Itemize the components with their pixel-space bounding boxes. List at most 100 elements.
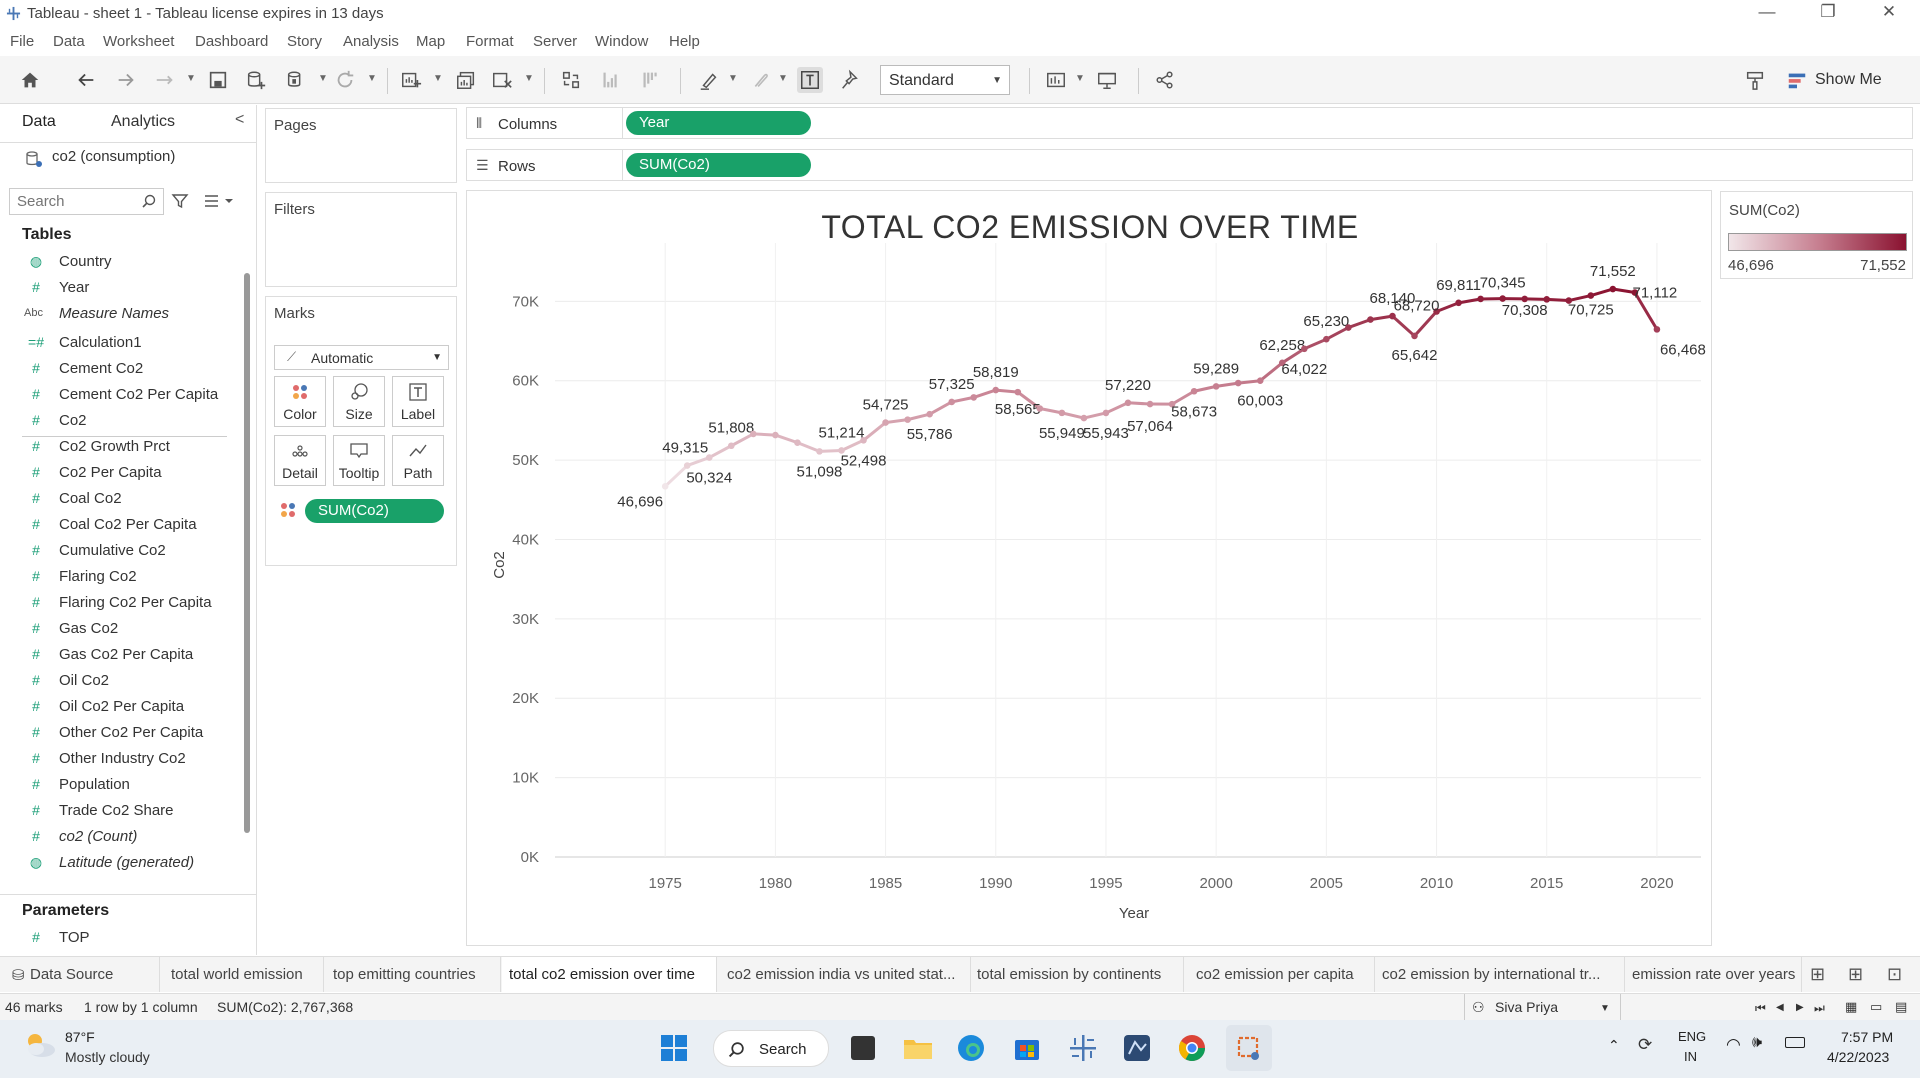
field-item[interactable]: # Flaring Co2 bbox=[0, 566, 245, 588]
replay-icon[interactable] bbox=[152, 67, 178, 93]
tableau-taskbar-icon[interactable] bbox=[1067, 1032, 1099, 1064]
field-item[interactable]: # Cement Co2 bbox=[0, 358, 245, 380]
format-painter-icon[interactable] bbox=[1742, 67, 1768, 93]
chevron-up-icon[interactable]: ⌃ bbox=[1608, 1037, 1620, 1053]
sort-ascending-icon[interactable] bbox=[598, 67, 624, 93]
new-worksheet-tab-icon[interactable]: ⊞ bbox=[1810, 964, 1826, 984]
datasource-name[interactable]: co2 (consumption) bbox=[52, 148, 176, 165]
field-item[interactable]: # Gas Co2 bbox=[0, 618, 245, 640]
field-item[interactable]: # Coal Co2 Per Capita bbox=[0, 514, 245, 536]
clock-time[interactable]: 7:57 PM bbox=[1841, 1029, 1894, 1045]
new-worksheet-icon[interactable] bbox=[398, 67, 424, 93]
field-item[interactable]: # Gas Co2 Per Capita bbox=[0, 644, 245, 666]
chevron-down-icon[interactable]: ▼ bbox=[778, 73, 788, 84]
file-explorer-icon[interactable] bbox=[902, 1032, 934, 1064]
sort-descending-icon[interactable] bbox=[638, 67, 664, 93]
show-me-icon[interactable] bbox=[1786, 67, 1808, 93]
show-cards-icon[interactable] bbox=[1043, 67, 1069, 93]
menu-story[interactable]: Story bbox=[287, 33, 323, 50]
clock-date[interactable]: 4/22/2023 bbox=[1827, 1049, 1890, 1065]
field-item[interactable]: # Cement Co2 Per Capita bbox=[0, 384, 245, 406]
tab-analytics[interactable]: Analytics bbox=[111, 113, 176, 130]
field-item[interactable]: Abc Measure Names bbox=[0, 303, 245, 325]
color-legend[interactable]: SUM(Co2) 46,696 71,552 bbox=[1720, 191, 1913, 279]
undo-icon[interactable] bbox=[73, 67, 99, 93]
wifi-icon[interactable]: ◠ bbox=[1726, 1035, 1741, 1054]
app-taskbar-icon[interactable] bbox=[1121, 1032, 1153, 1064]
sync-icon[interactable]: ⟳ bbox=[1638, 1035, 1653, 1054]
field-item[interactable]: # Oil Co2 bbox=[0, 670, 245, 692]
microsoft-store-icon[interactable] bbox=[1011, 1032, 1043, 1064]
search-input[interactable] bbox=[17, 193, 137, 210]
menu-help[interactable]: Help bbox=[669, 33, 700, 50]
field-item[interactable]: # Population bbox=[0, 774, 245, 796]
save-icon[interactable] bbox=[205, 67, 231, 93]
swap-rows-columns-icon[interactable] bbox=[558, 67, 584, 93]
filter-icon[interactable] bbox=[171, 192, 189, 210]
chevron-down-icon[interactable]: ▼ bbox=[728, 73, 738, 84]
field-item[interactable]: # Trade Co2 Share bbox=[0, 800, 245, 822]
show-mark-labels-icon[interactable] bbox=[797, 67, 823, 93]
new-datasource-icon[interactable] bbox=[243, 67, 269, 93]
tooltip-button[interactable]: Tooltip bbox=[333, 435, 385, 486]
chevron-down-icon[interactable]: ▼ bbox=[433, 73, 443, 84]
menu-analysis[interactable]: Analysis bbox=[343, 33, 399, 50]
sheet-tab[interactable]: co2 emission india vs united stat... bbox=[718, 957, 971, 992]
label-button[interactable]: Label bbox=[392, 376, 444, 427]
menu-window[interactable]: Window bbox=[595, 33, 649, 50]
taskbar-search[interactable]: Search bbox=[713, 1030, 829, 1067]
share-icon[interactable] bbox=[1152, 67, 1178, 93]
snipping-tool-icon[interactable] bbox=[1233, 1032, 1265, 1064]
list-view-icon[interactable] bbox=[204, 193, 234, 209]
color-button[interactable]: Color bbox=[274, 376, 326, 427]
field-item[interactable]: # Oil Co2 Per Capita bbox=[0, 696, 245, 718]
field-item[interactable]: # Co2 Per Capita bbox=[0, 462, 245, 484]
field-item[interactable]: # Other Co2 Per Capita bbox=[0, 722, 245, 744]
redo-icon[interactable] bbox=[113, 67, 139, 93]
field-item[interactable]: # Flaring Co2 Per Capita bbox=[0, 592, 245, 614]
presentation-mode-icon[interactable] bbox=[1094, 67, 1120, 93]
refresh-icon[interactable] bbox=[332, 67, 358, 93]
field-item[interactable]: ◍ Country bbox=[0, 251, 245, 273]
field-item[interactable]: ◍ Latitude (generated) bbox=[0, 852, 245, 874]
sheet-nav-first-icon[interactable]: ⏮ bbox=[1755, 1001, 1766, 1015]
line-chart[interactable]: 0K 10K 20K 30K 40K 50K 60K 70K 1975 1980 1985 1990 1… bbox=[467, 191, 1713, 947]
sheet-sorter-icon[interactable]: ▦ bbox=[1845, 999, 1858, 1014]
new-dashboard-tab-icon[interactable]: ⊞ bbox=[1848, 964, 1864, 984]
rows-pill-sum-co2[interactable]: SUM(Co2) bbox=[626, 153, 811, 177]
user-name[interactable]: Siva Priya bbox=[1495, 999, 1559, 1015]
minimize-button[interactable]: — bbox=[1758, 2, 1776, 21]
sheet-nav-last-icon[interactable]: ⏭ bbox=[1814, 1001, 1825, 1015]
marks-pill-sum-co2[interactable]: SUM(Co2) bbox=[305, 499, 444, 523]
pages-card[interactable]: Pages bbox=[265, 108, 457, 183]
field-list-scrollbar[interactable] bbox=[244, 273, 250, 833]
fit-dropdown[interactable]: Standard ▼ bbox=[880, 65, 1010, 95]
field-item[interactable]: =# Calculation1 bbox=[0, 332, 245, 354]
menu-format[interactable]: Format bbox=[466, 33, 514, 50]
path-button[interactable]: Path bbox=[392, 435, 444, 486]
sheet-tab[interactable]: total emission by continents bbox=[972, 957, 1184, 992]
home-icon[interactable] bbox=[17, 67, 43, 93]
group-members-icon[interactable] bbox=[746, 67, 772, 93]
field-item[interactable]: # co2 (Count) bbox=[0, 826, 245, 848]
chevron-down-icon[interactable]: ▼ bbox=[524, 73, 534, 84]
filters-card[interactable]: Filters bbox=[265, 192, 457, 287]
tab-data-source[interactable]: ⛁ Data Source bbox=[0, 957, 160, 992]
battery-icon[interactable] bbox=[1785, 1037, 1805, 1048]
field-item[interactable]: # Cumulative Co2 bbox=[0, 540, 245, 562]
sheet-tab-active[interactable]: total co2 emission over time bbox=[502, 957, 717, 992]
chrome-icon[interactable] bbox=[1176, 1032, 1208, 1064]
maximize-button[interactable]: ❐ bbox=[1820, 2, 1836, 21]
language-region[interactable]: IN bbox=[1684, 1049, 1697, 1064]
field-item[interactable]: # Other Industry Co2 bbox=[0, 748, 245, 770]
rows-shelf[interactable]: ☰ Rows SUM(Co2) bbox=[466, 149, 1913, 181]
chevron-down-icon[interactable]: ▼ bbox=[318, 73, 328, 84]
show-me-button[interactable]: Show Me bbox=[1815, 71, 1882, 88]
pause-updates-icon[interactable] bbox=[283, 67, 309, 93]
chevron-down-icon[interactable]: ▼ bbox=[1075, 73, 1085, 84]
tab-data[interactable]: Data bbox=[22, 113, 56, 130]
highlight-icon[interactable] bbox=[696, 67, 722, 93]
collapse-pane-icon[interactable]: < bbox=[235, 111, 245, 128]
chevron-down-icon[interactable]: ▼ bbox=[1600, 1003, 1610, 1014]
detail-button[interactable]: Detail bbox=[274, 435, 326, 486]
